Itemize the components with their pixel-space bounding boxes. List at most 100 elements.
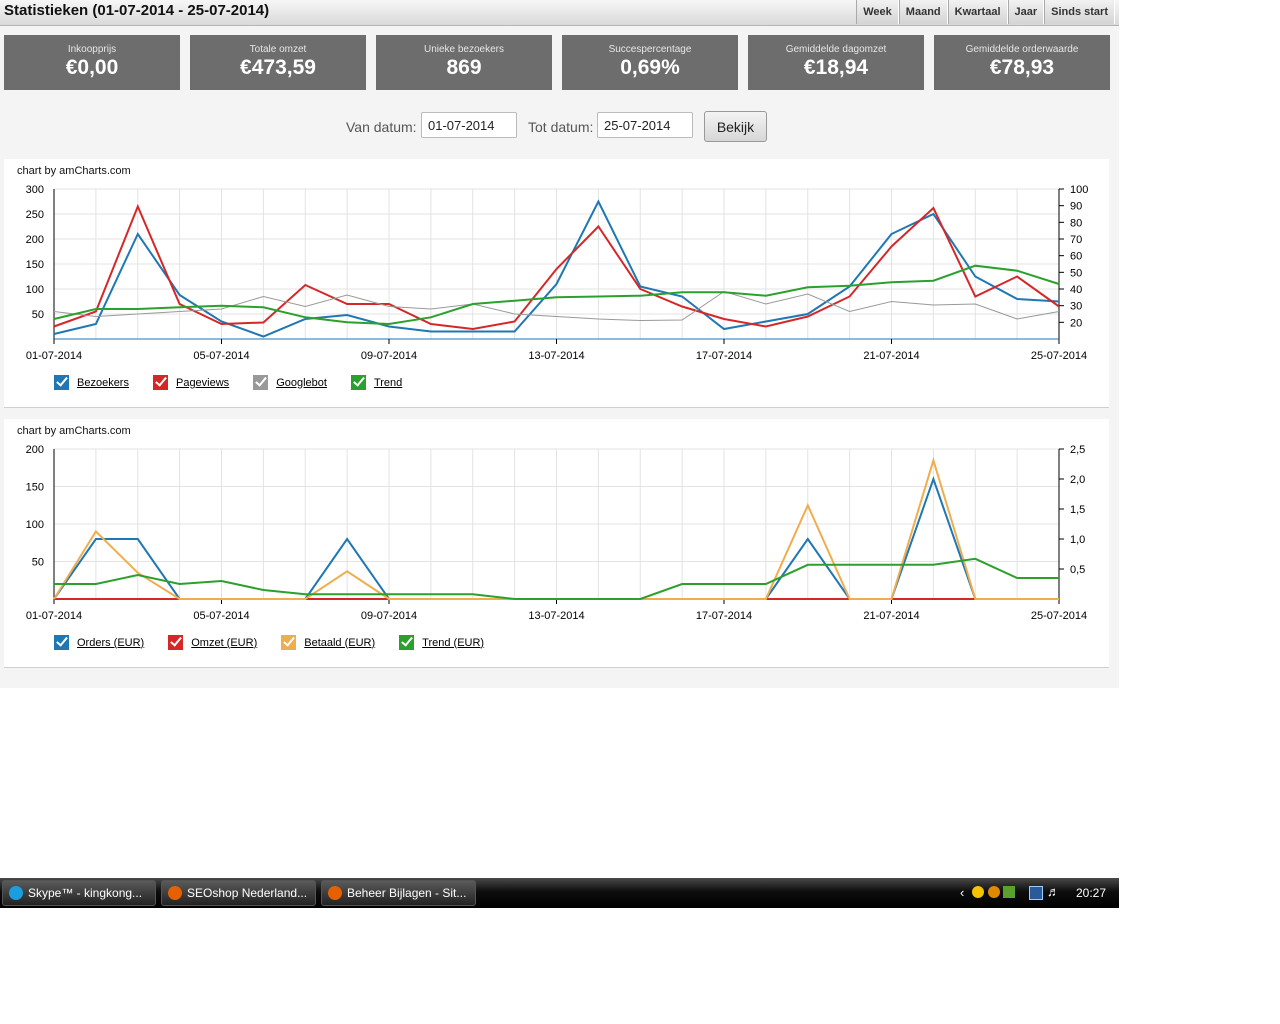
stat-label: Inkoopprijs [67,44,117,55]
traffic-chart-panel: chart by amCharts.com 50 100 150 200 250 300 2… [4,159,1109,408]
stat-avg-order-value: Gemiddelde orderwaarde €78,93 [934,35,1110,90]
stats-row: Inkoopprijs €0,00 Totale omzet €473,59 Uni… [4,35,1110,90]
stat-label: Totale omzet [249,44,307,55]
y-tick-label: 100 [26,284,44,296]
legend-label: Trend (EUR) [422,636,485,649]
taskbar-item-label: Beheer Bijlagen - Sit... [347,886,467,900]
stat-label: Gemiddelde dagomzet [785,44,887,55]
taskbar-item-skype[interactable]: Skype™ - kingkong... [2,880,156,906]
legend-item-googlebot[interactable]: Googlebot [253,375,327,390]
series-line-1-3 [54,557,1059,600]
stat-value: €18,94 [803,56,869,79]
checkbox-icon[interactable] [350,375,366,390]
y2-tick-label: 80 [1070,217,1082,229]
legend-item-trend-eur[interactable]: Trend (EUR) [399,635,484,650]
legend-label: Omzet (EUR) [191,636,258,649]
taskbar-item-bijlagen[interactable]: Beheer Bijlagen - Sit... [321,880,476,906]
y2-tick-label: 2,0 [1070,474,1085,486]
to-date-label: Tot datum: [528,119,594,135]
stat-value: 0,69% [620,56,680,79]
title-bar: Statistieken (01-07-2014 - 25-07-2014) W… [0,0,1119,26]
taskbar-item-seoshop[interactable]: SEOshop Nederland... [161,880,316,906]
legend-item-trend[interactable]: Trend [350,375,403,390]
y2-tick-label: 90 [1070,201,1082,213]
y-tick-label: 250 [26,209,44,221]
legend-label: Trend [373,376,403,389]
legend-item-omzet[interactable]: Omzet (EUR) [168,635,257,650]
period-month-button[interactable]: Maand [898,0,948,24]
checkbox-icon[interactable] [54,635,69,650]
checkbox-icon[interactable] [253,375,269,390]
x-tick-label: 21-07-2014 [863,350,919,362]
legend-label: Googlebot [276,376,327,389]
chart-credit: chart by amCharts.com [17,165,131,177]
legend-item-orders[interactable]: Orders (EUR) [54,635,144,650]
stat-value: €0,00 [65,56,119,79]
y-tick-label: 200 [26,444,44,456]
checkbox-icon[interactable] [281,635,297,650]
y2-tick-label: 20 [1070,317,1082,329]
chart-credit: chart by amCharts.com [17,425,131,437]
stat-value: €473,59 [240,56,316,79]
series-line-0-0 [53,199,1060,338]
period-week-button[interactable]: Week [856,0,899,24]
legend-label: Pageviews [175,376,230,389]
y2-tick-label: 1,5 [1070,504,1085,516]
checkbox-icon[interactable] [152,375,168,390]
network-icon[interactable] [1029,886,1043,900]
system-tray: ‹ ♬ 20:27 [954,878,1119,908]
stat-unique-visitors: Unieke bezoekers 869 [376,35,552,90]
x-tick-label: 09-07-2014 [361,610,417,622]
legend-item-pageviews[interactable]: Pageviews [152,375,230,390]
volume-icon[interactable]: ♬ [1047,884,1060,899]
stat-value: €78,93 [989,56,1055,79]
x-tick-label: 21-07-2014 [863,610,919,622]
taskbar-item-label: SEOshop Nederland... [187,886,308,900]
x-tick-label: 25-07-2014 [1031,350,1087,362]
period-year-button[interactable]: Jaar [1007,0,1045,24]
checkbox-icon[interactable] [399,635,415,650]
stat-label: Succespercentage [608,44,692,55]
y2-tick-label: 1,0 [1070,534,1085,546]
y2-tick-label: 0,5 [1070,564,1085,576]
legend-item-bezoekers[interactable]: Bezoekers [54,375,129,390]
series-line-0-2 [53,290,1060,322]
firefox-icon [168,886,182,900]
y-tick-label: 150 [26,482,44,494]
y-tick-label: 50 [32,309,44,321]
y2-tick-label: 40 [1070,284,1082,296]
tray-app-icon[interactable] [1003,886,1015,898]
to-date-input[interactable] [597,112,693,138]
tray-app-icon[interactable] [972,886,984,898]
stat-purchase-price: Inkoopprijs €0,00 [4,35,180,90]
y2-tick-label: 100 [1070,184,1088,196]
view-button[interactable]: Bekijk [704,111,767,142]
tray-app-icon[interactable] [988,886,1000,898]
taskbar: Skype™ - kingkong... SEOshop Nederland..… [0,878,1119,908]
period-quarter-button[interactable]: Kwartaal [947,0,1008,24]
x-tick-label: 01-07-2014 [26,350,82,362]
stat-value: 869 [446,56,482,79]
x-tick-label: 01-07-2014 [26,610,82,622]
legend-label: Betaald (EUR) [304,636,376,649]
y-tick-label: 200 [26,234,44,246]
period-since-start-button[interactable]: Sinds start [1044,0,1115,24]
clock: 20:27 [1075,886,1106,900]
y-tick-label: 100 [26,519,44,531]
from-date-label: Van datum: [346,119,417,135]
legend-label: Orders (EUR) [77,636,145,649]
checkbox-icon[interactable] [54,375,69,390]
chevron-left-icon[interactable]: ‹ [960,885,965,900]
from-date-input[interactable] [421,112,517,138]
legend-label: Bezoekers [77,376,129,389]
period-buttons: Week Maand Kwartaal Jaar Sinds start [856,0,1115,25]
x-tick-label: 17-07-2014 [696,350,752,362]
orders-chart-legend: Orders (EUR) Omzet (EUR) Betaald (EUR) T… [54,635,508,650]
x-tick-label: 17-07-2014 [696,610,752,622]
y-tick-label: 150 [26,259,44,271]
x-tick-label: 05-07-2014 [193,350,249,362]
checkbox-icon[interactable] [168,635,184,650]
taskbar-item-label: Skype™ - kingkong... [28,886,143,900]
legend-item-betaald[interactable]: Betaald (EUR) [281,635,375,650]
date-filter: Van datum: Tot datum: Bekijk [0,111,1119,143]
